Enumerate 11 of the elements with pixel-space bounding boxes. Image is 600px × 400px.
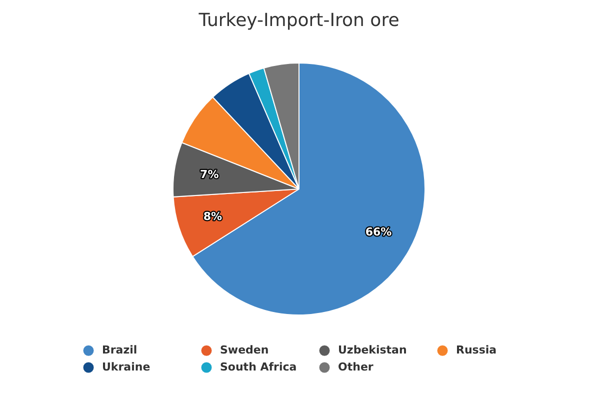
legend-label: Russia (456, 344, 497, 357)
legend-label: Sweden (220, 344, 269, 357)
legend-label: Uzbekistan (338, 344, 407, 357)
legend-label: South Africa (220, 360, 297, 374)
chart-title: Turkey-Import-Iron ore (198, 10, 400, 31)
data-label: 8% (203, 210, 222, 224)
data-label: 66% (365, 226, 392, 239)
data-label: 7% (200, 168, 219, 181)
legend-label: Brazil (102, 344, 138, 357)
legend-label: Other (338, 360, 374, 374)
legend-label: Ukraine (102, 360, 150, 374)
